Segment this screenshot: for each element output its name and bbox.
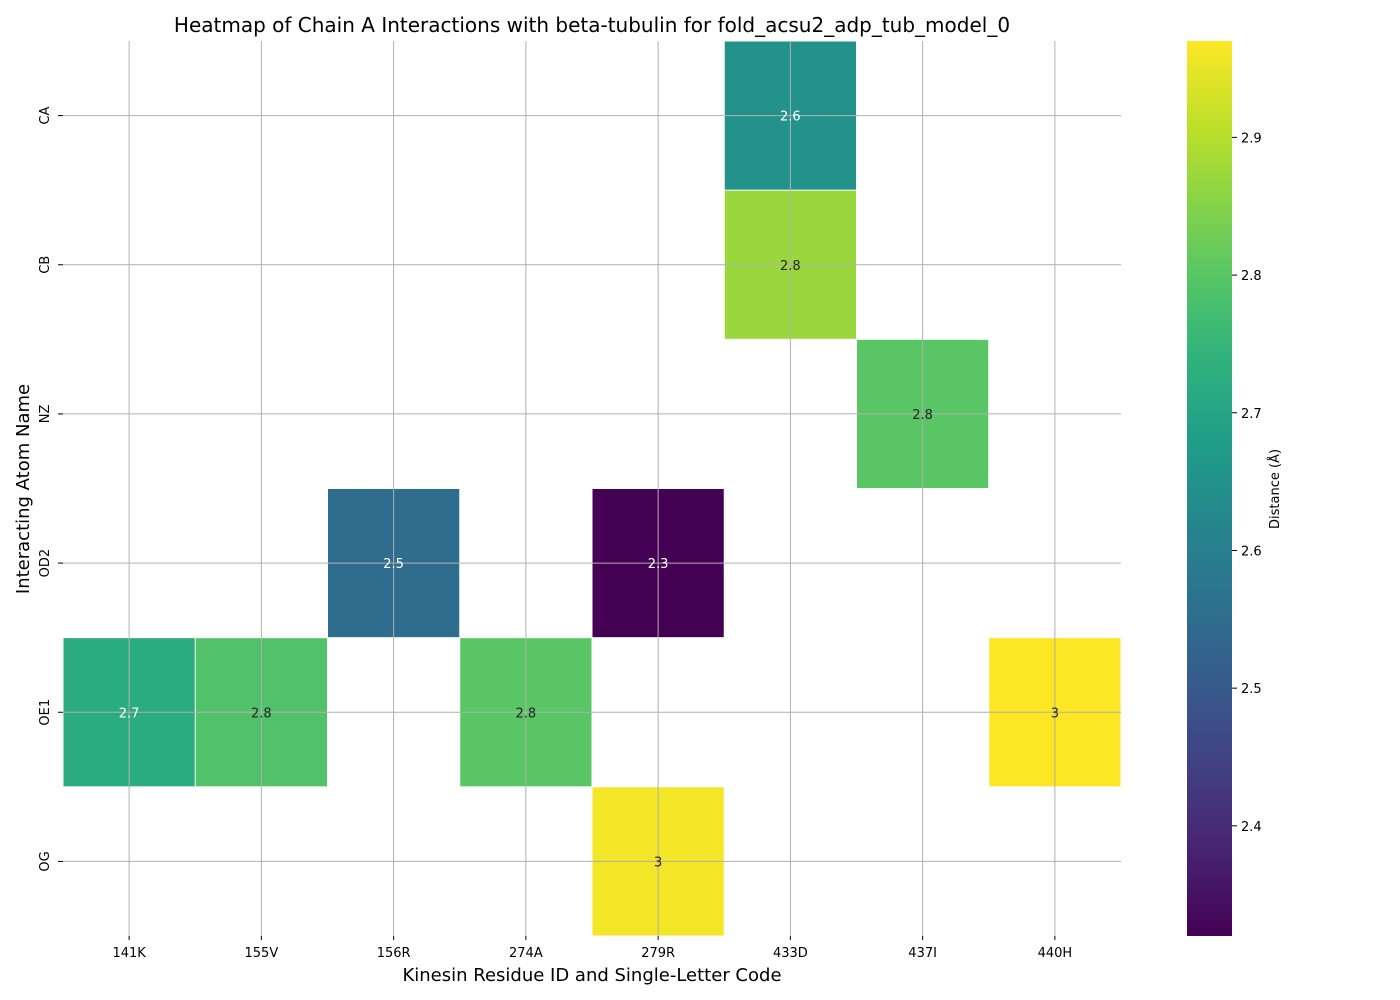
colorbar-tick-label: 2.6	[1241, 544, 1262, 559]
x-tick-label: 274A	[509, 946, 543, 961]
colorbar-label: Distance (Å)	[1267, 449, 1283, 529]
colorbar-tick-label: 2.5	[1241, 682, 1262, 697]
x-tick-label: 279R	[641, 946, 675, 961]
colorbar-tick-label: 2.4	[1241, 820, 1262, 835]
y-axis-ticks: CA CB NZ OD2 OE1 OG	[38, 106, 63, 872]
x-tick-label: 437I	[908, 946, 937, 961]
colorbar-tick-label: 2.8	[1241, 269, 1262, 284]
y-tick-label: CB	[38, 256, 53, 274]
cell-value-label: 3	[1051, 706, 1059, 721]
x-axis-label: Kinesin Residue ID and Single-Letter Cod…	[402, 965, 781, 986]
x-tick-label: 156R	[377, 946, 411, 961]
y-axis-label: Interacting Atom Name	[13, 384, 34, 594]
y-tick-label: OG	[38, 851, 53, 871]
y-tick-label: NZ	[38, 405, 53, 424]
chart-title: Heatmap of Chain A Interactions with bet…	[174, 13, 1010, 37]
cell-value-label: 2.8	[251, 706, 272, 721]
x-tick-label: 433D	[773, 946, 808, 961]
cell-value-label: 2.7	[119, 706, 140, 721]
x-tick-label: 155V	[245, 946, 279, 961]
cell-value-label: 2.5	[383, 557, 404, 572]
gridlines	[63, 41, 1121, 936]
cell-value-label: 2.6	[780, 110, 801, 125]
cell-value-label: 2.3	[648, 557, 669, 572]
y-tick-label: OD2	[38, 549, 53, 578]
cell-value-label: 2.8	[912, 408, 933, 423]
y-tick-label: OE1	[38, 699, 53, 726]
x-tick-label: 141K	[112, 946, 146, 961]
cell-value-label: 3	[654, 855, 662, 870]
x-axis-ticks: 141K 155V 156R 274A 279R 433D 437I 440H	[112, 936, 1072, 961]
y-tick-label: CA	[38, 106, 53, 124]
cell-value-label: 2.8	[780, 259, 801, 274]
cell-value-label: 2.8	[516, 706, 537, 721]
cell-labels: 2.6 2.8 2.8 2.5 2.3 2.7 2.8 2.8 3 3	[119, 110, 1059, 871]
colorbar-gradient	[1187, 41, 1232, 936]
colorbar-tick-label: 2.7	[1241, 407, 1262, 422]
colorbar-tick-label: 2.9	[1241, 131, 1262, 146]
colorbar: 2.4 2.5 2.6 2.7 2.8 2.9	[1187, 41, 1262, 936]
heatmap-cells	[63, 41, 1121, 936]
x-tick-label: 440H	[1038, 946, 1073, 961]
